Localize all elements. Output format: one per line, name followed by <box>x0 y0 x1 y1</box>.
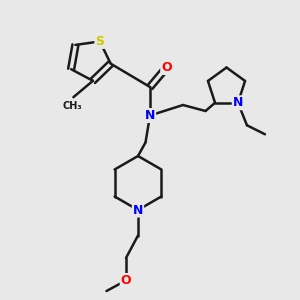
Text: S: S <box>95 35 104 48</box>
Text: CH₃: CH₃ <box>62 101 82 111</box>
Text: N: N <box>233 96 243 109</box>
Text: N: N <box>133 203 143 217</box>
Text: N: N <box>145 109 155 122</box>
Text: O: O <box>121 274 131 287</box>
Text: O: O <box>161 61 172 74</box>
